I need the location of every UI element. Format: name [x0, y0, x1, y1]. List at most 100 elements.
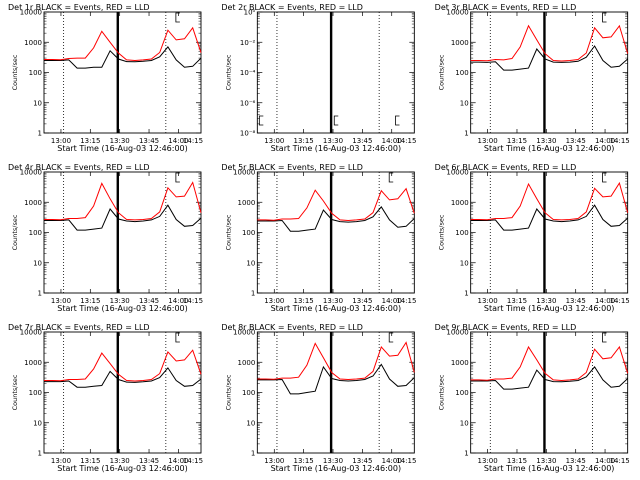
x-tick-label: 13:15 [294, 297, 314, 305]
lld-series-line [470, 181, 629, 221]
plot-frame [256, 331, 415, 454]
y-axis-label: Counts/sec [438, 214, 446, 250]
x-tick-label: 13:00 [51, 457, 71, 465]
x-tick-label: 14:00 [168, 457, 188, 465]
y-tick-label: 1 [464, 290, 468, 298]
x-tick-label: 13:15 [294, 457, 314, 465]
x-tick-label: 14:15 [396, 457, 416, 465]
events-series-line [44, 46, 202, 69]
lld-series-line [470, 24, 629, 62]
y-axis-label: Counts/sec [11, 54, 19, 90]
x-tick-label: 13:45 [139, 297, 159, 305]
x-tick-label: 13:45 [139, 137, 159, 145]
panel-title: Det 2r BLACK = Events, RED = LLD [221, 3, 363, 12]
panel-4: Det 4r BLACK = Events, RED = LLD 1 10 100 10… [8, 163, 203, 313]
x-axis-label: Start Time (16-Aug-03 12:46:00) [484, 304, 615, 313]
x-tick-label: 13:45 [139, 457, 159, 465]
x-tick-label: 13:15 [80, 297, 100, 305]
y-tick-label: 1000 [451, 199, 469, 207]
x-tick-label: 13:15 [507, 137, 527, 145]
x-tick-label: 13:45 [352, 137, 372, 145]
y-tick-label: 10 [33, 99, 42, 107]
y-tick-label: 1 [251, 450, 255, 458]
x-axis-label: Start Time (16-Aug-03 12:46:00) [271, 464, 402, 473]
y-tick-label: 1000 [24, 359, 42, 367]
y-tick-label: 10 [246, 419, 255, 427]
y-axis-label: Counts/sec [11, 214, 19, 250]
x-tick-label: 14:15 [183, 137, 203, 145]
events-series-line [257, 363, 415, 395]
y-tick-label: 10000 [446, 9, 468, 17]
lld-series-line [257, 341, 415, 381]
panel-title: Det 5r BLACK = Events, RED = LLD [221, 163, 363, 172]
y-tick-label: 10⁰ [244, 9, 256, 17]
events-series-line [470, 366, 629, 390]
x-tick-label: 14:00 [168, 297, 188, 305]
panel-title: Det 6r BLACK = Events, RED = LLD [435, 163, 577, 172]
x-tick-label: 13:00 [264, 297, 284, 305]
y-tick-label: 100 [242, 389, 255, 397]
x-tick-label: 13:45 [566, 137, 586, 145]
events-series-line [470, 204, 629, 231]
bracket-indicator [602, 332, 607, 343]
x-axis-label: Start Time (16-Aug-03 12:46:00) [271, 304, 402, 313]
y-axis-label: Counts/sec [224, 54, 232, 90]
y-tick-label: 100 [29, 69, 42, 77]
y-tick-label: 10⁻² [240, 39, 256, 47]
panel-2: Det 2r BLACK = Events, RED = LLD 10⁻⁸ 10⁻⁶… [221, 3, 416, 153]
y-tick-label: 10⁻⁴ [240, 69, 256, 77]
y-tick-label: 100 [455, 229, 468, 237]
bracket-indicator [175, 12, 180, 23]
plot-frame [43, 11, 202, 134]
bracket-indicator [388, 172, 394, 183]
y-tick-label: 100 [455, 69, 468, 77]
x-tick-label: 13:15 [507, 457, 527, 465]
x-tick-label: 14:15 [183, 457, 203, 465]
bracket-indicator [388, 332, 394, 343]
y-tick-label: 10000 [446, 169, 468, 177]
y-tick-label: 10000 [20, 329, 42, 337]
plot-frame [470, 171, 629, 294]
bracket-indicator [333, 115, 339, 126]
lld-series-line [470, 345, 629, 382]
plot-frame [470, 11, 629, 134]
x-tick-label: 14:15 [396, 137, 416, 145]
x-tick-label: 13:00 [478, 457, 498, 465]
y-tick-label: 100 [455, 389, 468, 397]
y-tick-label: 1000 [451, 39, 469, 47]
events-series-line [257, 206, 415, 232]
x-tick-label: 13:30 [536, 297, 556, 305]
x-tick-label: 13:00 [478, 297, 498, 305]
y-tick-label: 10000 [20, 9, 42, 17]
x-tick-label: 13:15 [507, 297, 527, 305]
x-tick-label: 14:00 [595, 297, 615, 305]
panel-6: Det 6r BLACK = Events, RED = LLD 1 10 100 10… [435, 163, 630, 313]
panel-title: Det 1r BLACK = Events, RED = LLD [8, 3, 150, 12]
x-tick-label: 13:00 [51, 137, 71, 145]
events-series-line [44, 204, 202, 231]
x-tick-label: 14:00 [382, 297, 402, 305]
y-tick-label: 100 [29, 389, 42, 397]
y-tick-label: 1 [38, 450, 42, 458]
bracket-indicator [258, 115, 264, 126]
x-tick-label: 13:45 [352, 457, 372, 465]
panel-title: Det 3r BLACK = Events, RED = LLD [435, 3, 577, 12]
x-tick-label: 13:45 [566, 297, 586, 305]
x-tick-label: 13:30 [323, 137, 343, 145]
y-tick-label: 1 [464, 450, 468, 458]
y-tick-label: 10000 [20, 169, 42, 177]
x-axis-label: Start Time (16-Aug-03 12:46:00) [484, 144, 615, 153]
x-tick-label: 13:45 [352, 297, 372, 305]
y-tick-label: 100 [29, 229, 42, 237]
x-tick-label: 14:00 [382, 457, 402, 465]
x-tick-label: 13:30 [110, 137, 130, 145]
y-tick-label: 1000 [238, 199, 256, 207]
x-tick-label: 14:15 [610, 297, 630, 305]
y-tick-label: 10 [460, 259, 469, 267]
bracket-indicator [602, 172, 607, 183]
x-tick-label: 14:15 [610, 137, 630, 145]
x-tick-label: 13:30 [536, 457, 556, 465]
y-tick-label: 100 [242, 229, 255, 237]
plot-frame [256, 11, 415, 134]
